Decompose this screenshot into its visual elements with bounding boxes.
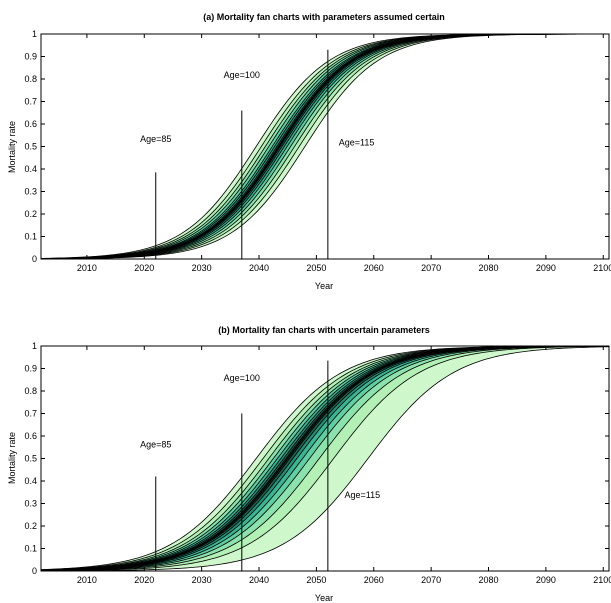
panel-a: (a) Mortality fan charts with parameters… [7, 12, 611, 291]
x-tick-label: 2070 [421, 575, 441, 585]
fan-band-2 [41, 346, 609, 571]
y-tick-label: 0.1 [24, 232, 37, 242]
panel-b: (b) Mortality fan charts with uncertain … [7, 325, 611, 603]
fan-band-2-lower-line [41, 346, 609, 571]
x-tick-label: 2010 [77, 263, 97, 273]
y-tick-label: 0.1 [24, 544, 37, 554]
x-tick-label: 2030 [192, 575, 212, 585]
x-tick-label: 2020 [134, 263, 154, 273]
fan-band-1-lower-line [41, 346, 609, 571]
y-tick-label: 0 [32, 254, 37, 264]
x-tick-label: 2100 [593, 263, 611, 273]
y-tick-label: 0.3 [24, 187, 37, 197]
age-marker-label: Age=85 [140, 134, 171, 144]
y-axis-label: Mortality rate [7, 121, 17, 173]
y-tick-label: 0.2 [24, 209, 37, 219]
x-axis-label: Year [315, 593, 333, 603]
fan-band-3-lower-line [41, 346, 609, 571]
x-tick-label: 2060 [364, 575, 384, 585]
y-tick-label: 0.7 [24, 97, 37, 107]
y-tick-label: 0.4 [24, 476, 37, 486]
x-tick-label: 2060 [364, 263, 384, 273]
y-tick-label: 0.5 [24, 454, 37, 464]
fan-band-2 [41, 34, 609, 259]
x-tick-label: 2080 [478, 263, 498, 273]
x-tick-label: 2050 [306, 263, 326, 273]
fan-bands [41, 34, 609, 259]
x-axis-label: Year [315, 281, 333, 291]
x-tick-label: 2040 [249, 575, 269, 585]
x-tick-label: 2090 [536, 575, 556, 585]
age-marker-label: Age=115 [344, 490, 380, 500]
y-tick-label: 1 [32, 29, 37, 39]
y-tick-label: 0.6 [24, 119, 37, 129]
y-tick-label: 0.3 [24, 499, 37, 509]
fan-bands [41, 346, 609, 571]
y-tick-label: 0 [32, 566, 37, 576]
chart-title: (b) Mortality fan charts with uncertain … [218, 325, 430, 335]
x-tick-label: 2030 [192, 263, 212, 273]
age-marker-label: Age=85 [140, 439, 171, 449]
x-tick-label: 2020 [134, 575, 154, 585]
fan-band-2-upper-line [41, 34, 609, 259]
y-tick-label: 1 [32, 341, 37, 351]
y-axis-label: Mortality rate [7, 432, 17, 484]
age-marker-label: Age=115 [339, 137, 375, 147]
y-tick-label: 0.9 [24, 52, 37, 62]
age-marker-label: Age=100 [224, 70, 260, 80]
x-tick-label: 2100 [593, 575, 611, 585]
y-tick-label: 0.7 [24, 409, 37, 419]
chart-title: (a) Mortality fan charts with parameters… [203, 12, 445, 22]
x-tick-label: 2050 [306, 575, 326, 585]
x-tick-label: 2040 [249, 263, 269, 273]
median-line [41, 346, 609, 571]
y-tick-label: 0.8 [24, 386, 37, 396]
y-tick-label: 0.6 [24, 431, 37, 441]
y-tick-label: 0.8 [24, 74, 37, 84]
x-tick-label: 2090 [536, 263, 556, 273]
y-tick-label: 0.5 [24, 142, 37, 152]
x-tick-label: 2010 [77, 575, 97, 585]
y-tick-label: 0.2 [24, 521, 37, 531]
age-marker-label: Age=100 [224, 373, 260, 383]
y-tick-label: 0.4 [24, 164, 37, 174]
x-tick-label: 2070 [421, 263, 441, 273]
x-tick-label: 2080 [478, 575, 498, 585]
y-tick-label: 0.9 [24, 364, 37, 374]
